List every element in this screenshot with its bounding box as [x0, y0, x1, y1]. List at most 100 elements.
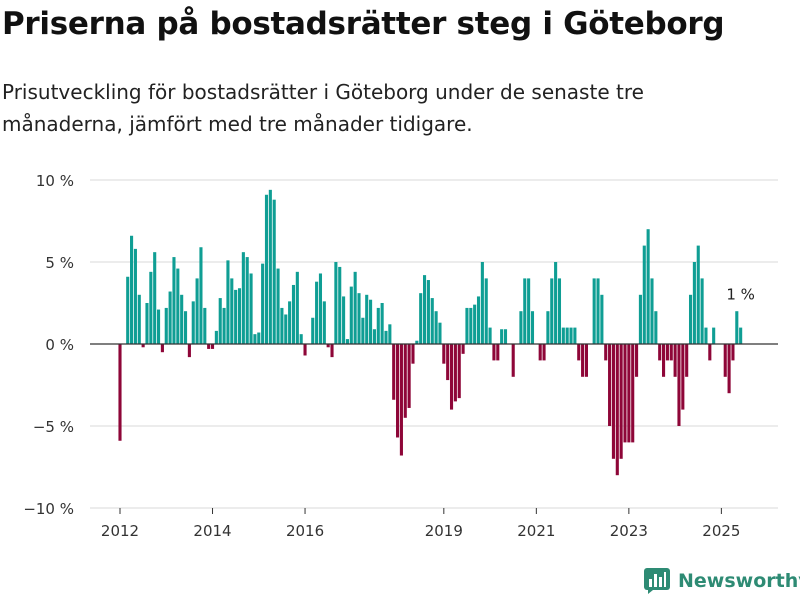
- bar: [353, 271, 357, 344]
- bar: [596, 278, 600, 344]
- bar: [338, 266, 342, 344]
- bar: [519, 311, 523, 344]
- bar: [145, 303, 149, 344]
- bar: [345, 339, 349, 344]
- bar: [422, 275, 427, 344]
- bar: [388, 324, 392, 344]
- bar: [600, 294, 604, 344]
- annotations: 1 %: [726, 286, 755, 304]
- bar: [311, 317, 315, 344]
- bar: [577, 344, 581, 361]
- bar: [284, 314, 288, 344]
- bar: [315, 281, 319, 344]
- bar: [500, 329, 504, 344]
- bar: [426, 280, 430, 344]
- bar: [673, 344, 677, 377]
- bar: [615, 344, 619, 476]
- bar: [604, 344, 608, 361]
- bar: [446, 344, 450, 381]
- x-tick-label: 2021: [517, 522, 555, 540]
- bar: [480, 262, 484, 344]
- x-tick-label: 2023: [610, 522, 648, 540]
- y-tick-label: 10 %: [36, 172, 74, 190]
- bar: [546, 311, 550, 344]
- bar: [476, 296, 481, 344]
- bar: [538, 344, 542, 361]
- bar: [253, 334, 257, 344]
- bar: [646, 229, 650, 344]
- bar: [245, 257, 249, 344]
- bar: [457, 344, 461, 399]
- bar: [318, 273, 323, 344]
- bar: [299, 334, 303, 344]
- y-tick-label: −10 %: [23, 500, 74, 518]
- bar: [399, 344, 403, 456]
- bar: [650, 278, 654, 344]
- bar: [496, 344, 500, 361]
- x-axis: 2012 2014 2016 2019 2021 2023 2025: [101, 508, 740, 540]
- bar: [118, 344, 122, 441]
- bar: [183, 311, 188, 344]
- bar: [264, 194, 269, 344]
- chart-subtitle: Prisutveckling för bostadsrätter i Göteb…: [2, 80, 644, 136]
- bar: [164, 307, 168, 344]
- bar: [635, 344, 639, 377]
- y-tick-label: 0 %: [45, 336, 74, 354]
- bar: [561, 327, 565, 344]
- chart-title: Priserna på bostadsrätter steg i Götebor…: [2, 6, 725, 42]
- bar: [357, 293, 361, 344]
- bar: [565, 327, 569, 344]
- bar: [172, 257, 176, 344]
- bar: [642, 245, 646, 344]
- bar: [469, 307, 473, 344]
- bar: [453, 344, 457, 402]
- bar: [461, 344, 465, 354]
- bar: [631, 344, 635, 443]
- bar: [303, 344, 307, 356]
- bar: [557, 278, 562, 344]
- newsworthy-logo[interactable]: Newsworthy: [644, 568, 800, 594]
- bar: [415, 340, 419, 344]
- bar: [369, 299, 373, 344]
- bar: [623, 344, 627, 443]
- gridlines: [90, 179, 778, 509]
- bar: [411, 344, 415, 364]
- bar: [218, 298, 222, 344]
- bar: [488, 327, 492, 344]
- bar: [203, 307, 207, 344]
- bar: [384, 330, 388, 344]
- bar: [365, 294, 369, 344]
- bar: [361, 317, 365, 344]
- bar: [434, 311, 438, 344]
- bar: [739, 327, 743, 344]
- bar: [241, 252, 245, 344]
- bar: [662, 344, 666, 377]
- bar: [276, 268, 280, 344]
- bar: [237, 288, 242, 344]
- bar: [372, 329, 376, 344]
- bar: [658, 344, 662, 361]
- bar: [449, 344, 454, 410]
- bar: [280, 307, 284, 344]
- bar: [214, 330, 218, 344]
- y-tick-label: 5 %: [45, 254, 74, 272]
- bar: [322, 301, 326, 344]
- bar: [403, 344, 407, 418]
- bar: [210, 344, 215, 349]
- bar: [295, 271, 299, 344]
- x-tick-label: 2016: [286, 522, 324, 540]
- bar: [407, 344, 411, 408]
- brand-name: Newsworthy: [678, 570, 800, 592]
- bar: [261, 263, 265, 344]
- bar: [430, 298, 434, 344]
- bar: [654, 311, 658, 344]
- bar: [342, 296, 346, 344]
- bar: [392, 344, 396, 400]
- bars: [118, 189, 743, 476]
- bar: [723, 344, 727, 377]
- bar: [638, 294, 642, 344]
- bar: [376, 307, 380, 344]
- bar: [735, 311, 739, 344]
- bar-chart: 10 % 5 % 0 % −5 % −10 % 2012 2014 2016 2019 2021…: [23, 172, 778, 540]
- bar: [234, 289, 238, 344]
